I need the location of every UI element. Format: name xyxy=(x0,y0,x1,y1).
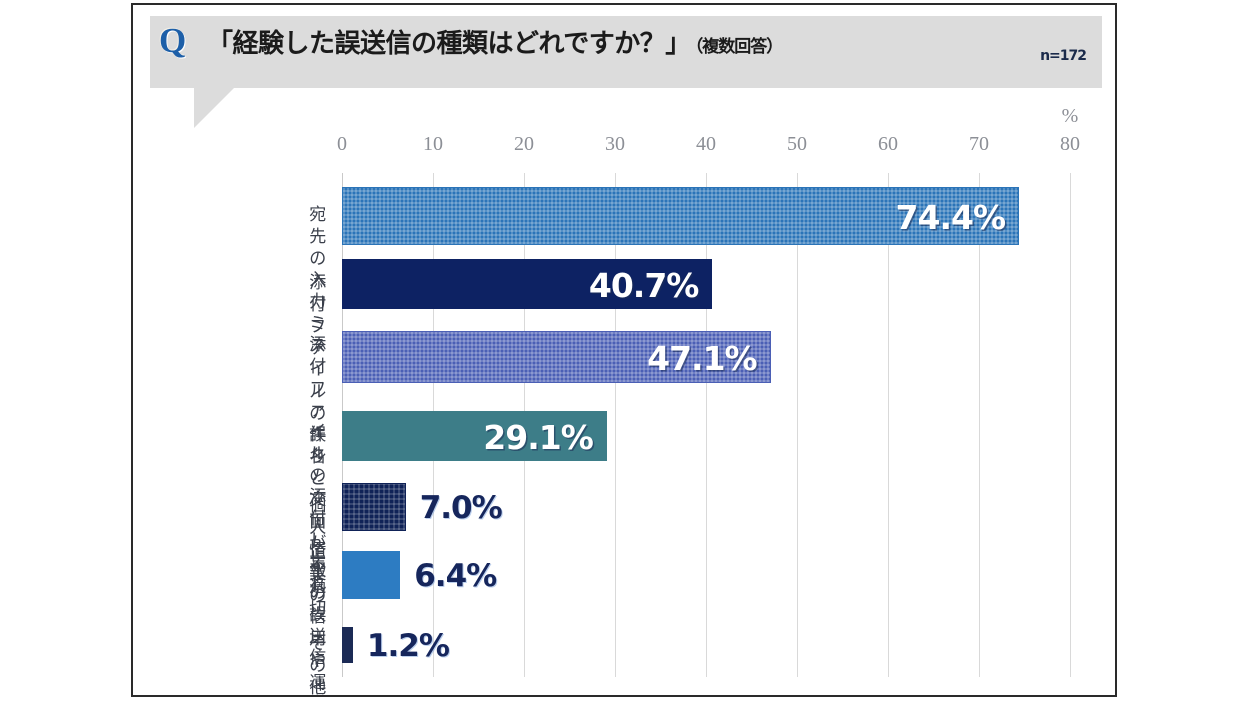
bar-value-label: 29.1% xyxy=(483,418,593,457)
gridline-80 xyxy=(1070,173,1071,677)
bar-value-label: 40.7% xyxy=(588,266,699,305)
bar-value-label: 6.4% xyxy=(414,558,497,594)
chart-row: 宛先の入力ミス 74.4% xyxy=(309,187,1070,356)
category-label: 件名と文面が不適切 xyxy=(309,425,326,619)
bar-value-label: 1.2% xyxy=(366,628,450,664)
bar[interactable] xyxy=(342,483,406,531)
x-axis-tick-50: 50 xyxy=(787,133,807,155)
chart-row: その他 1.2% xyxy=(309,627,1070,695)
bar[interactable] xyxy=(342,627,353,663)
x-axis-tick-0: 0 xyxy=(337,133,347,155)
chart-row: 件名と文面が不適切 29.1% xyxy=(309,411,1070,619)
gridline-30 xyxy=(615,173,616,677)
x-axis-tick-40: 40 xyxy=(696,133,716,155)
chart-row: 企業の信用や 運営に関わる 重要な情報を誤送信 6.4% xyxy=(309,542,1070,695)
chart-row: 個人情報の誤送信 7.0% xyxy=(309,483,1070,668)
x-axis-tick-30: 30 xyxy=(605,133,625,155)
bar-value-label: 47.1% xyxy=(647,339,757,378)
speech-bubble-tail xyxy=(194,88,234,128)
category-label: その他 xyxy=(309,634,326,697)
chart-row: 添付ファイルの 添付し忘れ 47.1% xyxy=(309,331,1070,594)
plot-area: 0 10 20 30 40 50 60 70 80% 宛先の入力ミス 74.4% 添付ファイルの誤り 4… xyxy=(309,105,1080,695)
question-subtitle-text: （複数回答） xyxy=(694,37,783,57)
x-axis-tick-10: 10 xyxy=(423,133,443,155)
bar[interactable] xyxy=(342,259,713,309)
question-mark-letter: Q xyxy=(159,21,187,60)
category-label: 添付ファイルの 添付し忘れ xyxy=(309,335,326,595)
bar-value-label: 74.4% xyxy=(895,198,1006,237)
bar-value-label: 7.0% xyxy=(419,490,503,526)
question-title-text: 「経験した誤送信の種類はどれですか？」 xyxy=(207,29,691,59)
bar[interactable] xyxy=(342,411,607,461)
category-label: 企業の信用や 運営に関わる 重要な情報を誤送信 xyxy=(309,542,326,695)
gridline-70 xyxy=(979,173,980,677)
gridline-50 xyxy=(797,173,798,677)
gridline-60 xyxy=(888,173,889,677)
category-label: 添付ファイルの誤り xyxy=(309,273,326,467)
gridline-40 xyxy=(706,173,707,677)
chart-panel: Q 「経験した誤送信の種類はどれですか？」 （複数回答） n=172 0 10 20 3… xyxy=(131,3,1117,697)
chart-row: 添付ファイルの誤り 40.7% xyxy=(309,259,1070,467)
bar[interactable] xyxy=(342,331,771,383)
bar[interactable] xyxy=(342,187,1020,245)
x-axis-tick-60: 60 xyxy=(878,133,898,155)
axis-unit-label: % xyxy=(1061,105,1079,127)
page-title: 「経験した誤送信の種類はどれですか？」 （複数回答） xyxy=(207,23,783,60)
category-label: 個人情報の誤送信 xyxy=(309,496,326,669)
question-header xyxy=(150,16,1102,88)
sample-size-badge: n=172 xyxy=(1040,48,1087,64)
x-axis-tick-70: 70 xyxy=(969,133,989,155)
x-axis-tick-80: 80 xyxy=(1060,133,1080,155)
bar[interactable] xyxy=(342,551,401,599)
x-axis-tick-20: 20 xyxy=(514,133,534,155)
category-label: 宛先の入力ミス xyxy=(309,205,326,356)
